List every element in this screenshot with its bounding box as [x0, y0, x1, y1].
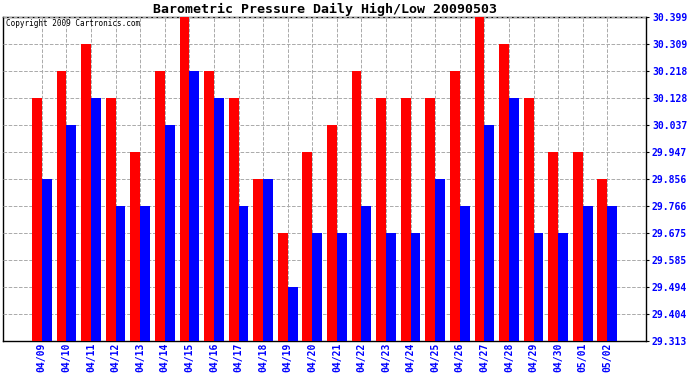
Bar	[179, 17, 189, 342]
Bar	[165, 125, 175, 342]
Bar	[435, 179, 445, 342]
Bar	[598, 179, 607, 342]
Bar	[57, 71, 66, 342]
Title: Barometric Pressure Daily High/Low 20090503: Barometric Pressure Daily High/Low 20090…	[152, 3, 497, 16]
Bar	[327, 125, 337, 342]
Bar	[337, 233, 346, 342]
Bar	[253, 179, 263, 342]
Bar	[81, 44, 91, 342]
Bar	[475, 17, 484, 342]
Bar	[401, 98, 411, 342]
Bar	[278, 233, 288, 342]
Bar	[352, 71, 362, 342]
Bar	[228, 98, 239, 342]
Bar	[583, 206, 593, 342]
Bar	[263, 179, 273, 342]
Bar	[116, 206, 126, 342]
Bar	[411, 233, 420, 342]
Bar	[524, 98, 533, 342]
Bar	[214, 98, 224, 342]
Bar	[499, 44, 509, 342]
Bar	[558, 233, 568, 342]
Bar	[573, 152, 583, 342]
Bar	[376, 98, 386, 342]
Bar	[302, 152, 313, 342]
Bar	[386, 233, 396, 342]
Bar	[130, 152, 140, 342]
Bar	[140, 206, 150, 342]
Bar	[426, 98, 435, 342]
Bar	[155, 71, 165, 342]
Bar	[484, 125, 494, 342]
Bar	[106, 98, 116, 342]
Bar	[32, 98, 42, 342]
Bar	[313, 233, 322, 342]
Bar	[91, 98, 101, 342]
Bar	[204, 71, 214, 342]
Bar	[239, 206, 248, 342]
Text: Copyright 2009 Cartronics.com: Copyright 2009 Cartronics.com	[6, 19, 140, 28]
Bar	[66, 125, 77, 342]
Bar	[450, 71, 460, 342]
Bar	[607, 206, 617, 342]
Bar	[189, 71, 199, 342]
Bar	[42, 179, 52, 342]
Bar	[460, 206, 470, 342]
Bar	[533, 233, 544, 342]
Bar	[362, 206, 371, 342]
Bar	[509, 98, 519, 342]
Bar	[288, 287, 297, 342]
Bar	[549, 152, 558, 342]
